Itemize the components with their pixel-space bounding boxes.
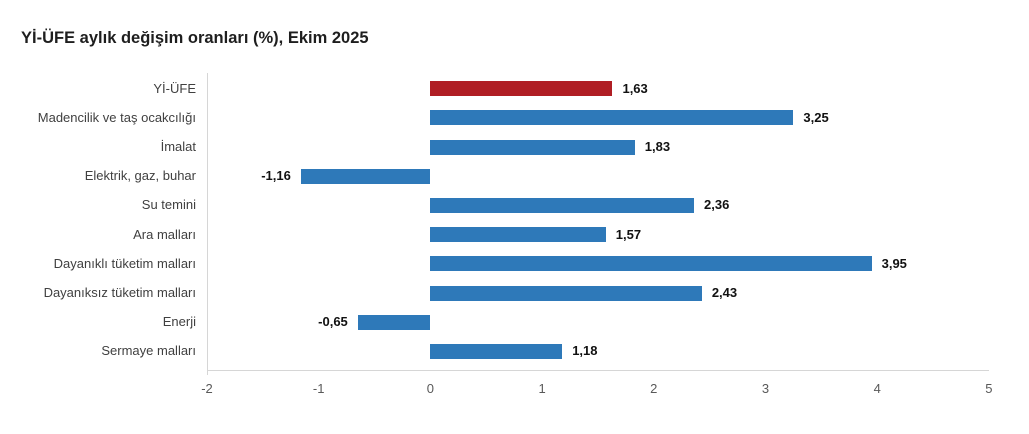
category-label: Madencilik ve taş ocakcılığı — [37, 109, 196, 125]
x-tick-label: 3 — [761, 381, 770, 396]
x-tick-label: -2 — [201, 381, 213, 396]
value-label: 1,57 — [615, 226, 642, 242]
bar — [430, 110, 794, 126]
bar — [430, 197, 694, 213]
bar — [430, 343, 563, 359]
bar — [430, 227, 606, 243]
bar — [357, 314, 431, 330]
category-label: Dayanıklı tüketim malları — [53, 255, 196, 271]
value-label: 2,36 — [704, 197, 730, 213]
bar — [430, 256, 872, 272]
x-tick-label: 0 — [426, 381, 434, 396]
category-label: İmalat — [160, 139, 196, 154]
value-label: 1,63 — [622, 80, 648, 96]
x-tick-label: 5 — [985, 381, 993, 396]
x-tick-label: 4 — [873, 381, 881, 396]
x-tick-label: 2 — [650, 381, 658, 396]
x-axis-line — [207, 370, 989, 371]
bar — [300, 168, 431, 184]
value-label: 1,83 — [644, 139, 671, 154]
category-label: Dayanıksız tüketim malları — [43, 285, 196, 300]
x-tick-label: 1 — [538, 381, 546, 396]
x-tick-label: -1 — [312, 381, 325, 396]
value-label: 2,43 — [711, 285, 738, 300]
axis-tick-mark — [207, 370, 208, 375]
value-label: 3,25 — [803, 109, 829, 125]
category-label: Enerji — [162, 314, 196, 330]
category-label: Su temini — [141, 197, 196, 213]
category-label: Sermaye malları — [101, 343, 196, 359]
category-label: Elektrik, gaz, buhar — [84, 168, 196, 184]
value-label: 3,95 — [881, 255, 907, 271]
bar — [430, 285, 702, 301]
category-label: Ara malları — [133, 226, 196, 242]
value-label: 1,18 — [572, 343, 598, 359]
bar — [430, 139, 635, 155]
bar-highlight — [430, 81, 613, 97]
value-label: -0,65 — [318, 314, 348, 330]
chart-title: Yİ-ÜFE aylık değişim oranları (%), Ekim … — [21, 29, 369, 47]
category-label: Yİ-ÜFE — [153, 80, 196, 96]
value-label: -1,16 — [261, 168, 291, 184]
y-axis-line — [207, 73, 208, 370]
